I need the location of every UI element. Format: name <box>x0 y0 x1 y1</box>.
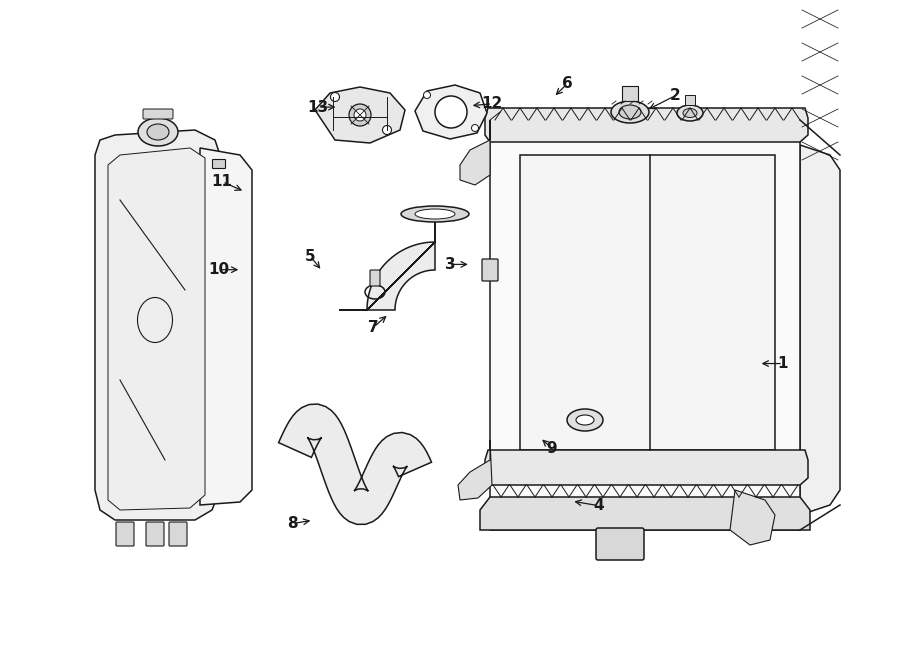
Ellipse shape <box>567 409 603 431</box>
Ellipse shape <box>576 415 594 425</box>
Polygon shape <box>200 148 252 505</box>
Ellipse shape <box>424 91 430 98</box>
Polygon shape <box>458 440 492 500</box>
Polygon shape <box>315 87 405 143</box>
FancyBboxPatch shape <box>116 522 134 546</box>
FancyBboxPatch shape <box>146 522 164 546</box>
Ellipse shape <box>382 126 392 134</box>
FancyBboxPatch shape <box>482 259 498 281</box>
Text: 11: 11 <box>212 175 233 189</box>
Text: 9: 9 <box>546 441 557 455</box>
Ellipse shape <box>138 118 178 146</box>
FancyBboxPatch shape <box>685 95 695 105</box>
Polygon shape <box>730 490 775 545</box>
Text: 6: 6 <box>562 77 572 91</box>
Ellipse shape <box>677 105 703 121</box>
Text: 1: 1 <box>778 356 788 371</box>
Ellipse shape <box>683 108 697 118</box>
Text: 8: 8 <box>287 516 298 531</box>
Ellipse shape <box>330 93 339 102</box>
FancyBboxPatch shape <box>596 528 644 560</box>
Ellipse shape <box>435 96 467 128</box>
Ellipse shape <box>354 109 366 121</box>
FancyBboxPatch shape <box>212 159 226 169</box>
Polygon shape <box>415 85 487 139</box>
Polygon shape <box>108 148 205 510</box>
Polygon shape <box>800 145 840 515</box>
Text: 3: 3 <box>445 257 455 272</box>
FancyBboxPatch shape <box>143 109 173 119</box>
Text: 12: 12 <box>482 97 503 111</box>
Text: 2: 2 <box>670 89 680 103</box>
Ellipse shape <box>415 209 455 219</box>
Ellipse shape <box>349 104 371 126</box>
Text: 5: 5 <box>305 249 316 264</box>
Polygon shape <box>460 120 490 185</box>
Text: 10: 10 <box>208 262 230 277</box>
Ellipse shape <box>472 124 479 132</box>
Polygon shape <box>339 214 435 310</box>
Polygon shape <box>490 120 800 530</box>
Ellipse shape <box>401 206 469 222</box>
Polygon shape <box>485 450 808 485</box>
Ellipse shape <box>611 101 649 123</box>
Ellipse shape <box>619 105 641 119</box>
Polygon shape <box>480 497 810 530</box>
FancyBboxPatch shape <box>520 155 775 450</box>
Polygon shape <box>95 130 220 520</box>
Polygon shape <box>485 108 808 142</box>
Text: 4: 4 <box>593 498 604 513</box>
FancyBboxPatch shape <box>370 270 380 286</box>
FancyBboxPatch shape <box>622 86 638 101</box>
Polygon shape <box>279 404 431 524</box>
FancyBboxPatch shape <box>169 522 187 546</box>
Text: 13: 13 <box>307 100 328 114</box>
Text: 7: 7 <box>368 320 379 334</box>
Ellipse shape <box>147 124 169 140</box>
